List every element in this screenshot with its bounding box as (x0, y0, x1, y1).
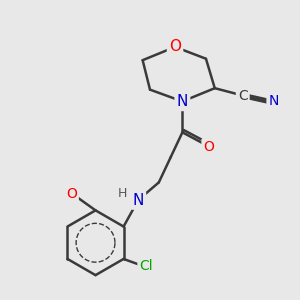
Text: O: O (203, 140, 214, 154)
Text: Cl: Cl (140, 259, 153, 273)
Text: H: H (118, 187, 128, 200)
Text: N: N (133, 193, 144, 208)
Text: O: O (66, 187, 77, 201)
Text: O: O (169, 39, 181, 54)
Text: N: N (177, 94, 188, 109)
Text: N: N (268, 94, 279, 108)
Text: C: C (238, 88, 247, 103)
